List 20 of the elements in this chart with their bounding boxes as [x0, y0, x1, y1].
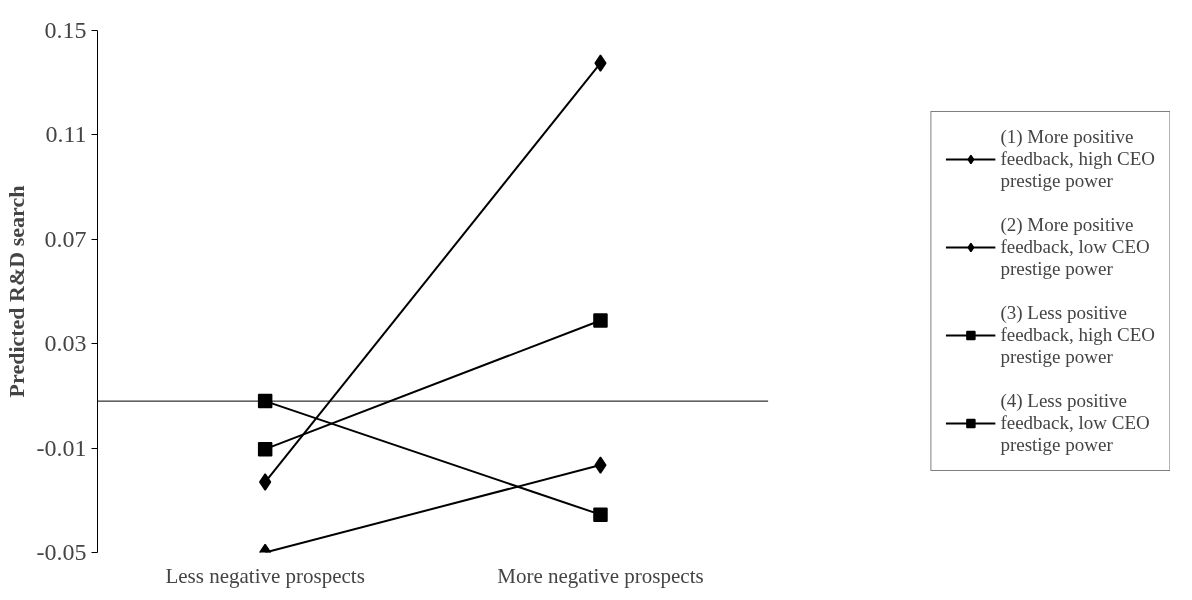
y-tick-label: 0.07 — [44, 225, 87, 252]
point — [257, 441, 273, 457]
x-tick-label: Less negative prospects — [165, 563, 365, 588]
legend-label: (3) Less positive feedback, high CEO prestige power — [1000, 302, 1155, 368]
point — [593, 313, 608, 328]
legend-label: (4) Less positive feedback, low CEO prestige power — [1000, 390, 1150, 456]
point — [594, 456, 607, 474]
point — [593, 507, 608, 522]
y-axis-title: Predicted R&D search — [3, 185, 29, 398]
y-tick-label: 0.11 — [45, 121, 87, 148]
point — [594, 54, 607, 72]
point — [257, 393, 273, 409]
y-tick-label: 0.15 — [44, 17, 87, 43]
y-tick-label: -0.01 — [36, 434, 87, 461]
point — [259, 473, 272, 491]
x-tick-label: More negative prospects — [497, 563, 704, 588]
legend-label: (1) More positive feedback, high CEO prestige power — [1000, 126, 1155, 192]
y-tick-label: 0.03 — [44, 330, 87, 357]
legend-label: (2) More positive feedback, low CEO prestige power — [1000, 214, 1150, 280]
y-tick-label: -0.05 — [36, 539, 87, 565]
